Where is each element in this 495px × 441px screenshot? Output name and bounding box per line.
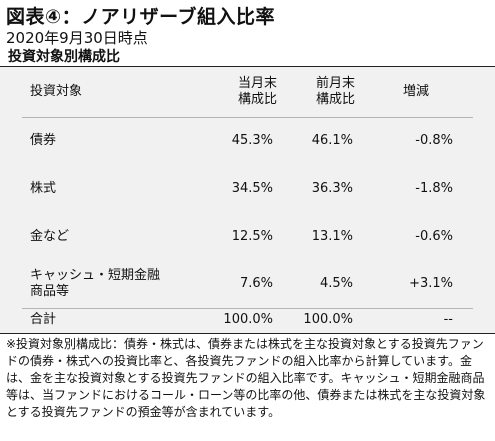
total-previous: 100.0% [303,312,353,327]
allocation-table: 投資対象 当月末 構成比 前月末 構成比 増減 債券 45.3% 46.1% -… [0,66,495,334]
row-previous-bonds: 46.1% [311,133,353,148]
total-divider [22,308,473,309]
row-label-cash: キャッシュ・短期金融 商品等 [30,268,160,300]
row-label-cash-line1: キャッシュ・短期金融 [30,268,161,283]
as-of-date: 2020年9月30日時点 [6,29,148,47]
header-previous-month-line1: 前月末 [315,76,355,91]
row-change-gold: -0.6% [415,229,453,244]
row-current-gold: 12.5% [231,229,273,244]
row-current-bonds: 45.3% [231,133,273,148]
row-label-bonds: 債券 [30,133,57,148]
total-current: 100.0% [223,312,273,327]
row-change-bonds: -0.8% [415,133,453,148]
row-change-cash: +3.1% [409,276,453,291]
row-label-equities: 株式 [30,181,57,196]
row-previous-equities: 36.3% [311,181,353,196]
table-row: 債券 45.3% 46.1% -0.8% [0,117,495,165]
table-row: 株式 34.5% 36.3% -1.8% [0,165,495,213]
header-divider [22,117,473,118]
header-current-month-line2: 構成比 [237,92,277,107]
row-label-cash-line2: 商品等 [30,284,70,299]
row-current-equities: 34.5% [231,181,273,196]
footnote: ※投資対象別構成比：債券・株式は、債券または株式を主な投資対象とする投資先ファン… [6,337,486,419]
row-change-equities: -1.8% [415,181,453,196]
header-investment-target: 投資対象 [30,84,83,99]
total-change: -- [443,312,453,327]
header-previous-month: 前月末 構成比 [316,76,355,108]
row-previous-cash: 4.5% [319,276,353,291]
header-current-month-line1: 当月末 [237,76,277,91]
page-title: 図表④：ノアリザーブ組入比率 [6,6,275,28]
table-header-row: 投資対象 当月末 構成比 前月末 構成比 増減 [0,67,495,117]
header-change: 増減 [402,84,429,99]
table-subtitle: 投資対象別構成比 [8,49,120,65]
header-current-month: 当月末 構成比 [238,76,277,108]
table-row: キャッシュ・短期金融 商品等 7.6% 4.5% +3.1% [0,260,495,308]
row-previous-gold: 13.1% [311,229,353,244]
header-previous-month-line2: 構成比 [315,92,355,107]
row-current-cash: 7.6% [239,276,273,291]
table-row: 金など 12.5% 13.1% -0.6% [0,213,495,260]
total-label: 合計 [30,312,57,327]
row-label-gold: 金など [30,229,70,244]
table-total-row: 合計 100.0% 100.0% -- [0,308,495,333]
